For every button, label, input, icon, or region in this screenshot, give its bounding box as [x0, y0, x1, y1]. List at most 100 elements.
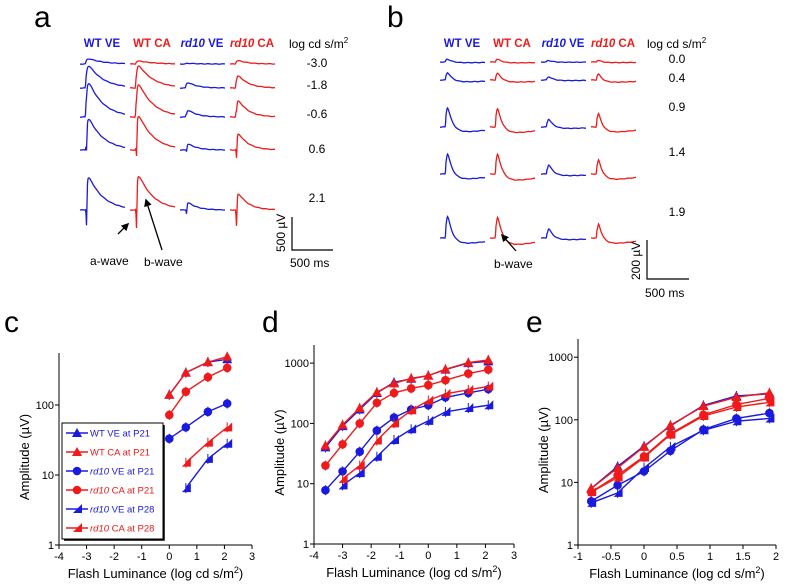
data-point-flag [765, 413, 775, 423]
intensity-level: 2.1 [309, 191, 326, 205]
erg-trace [489, 215, 535, 245]
erg-trace [179, 62, 226, 65]
legend-item: WT VE at P21 [90, 429, 150, 440]
x-tick-label: 1.5 [735, 551, 750, 563]
data-point-triangle [423, 370, 434, 380]
intensity-level: 1.9 [669, 205, 686, 219]
erg-trace [230, 75, 276, 89]
series-line [168, 402, 228, 440]
erg-trace [540, 228, 587, 241]
column-header-italic: rd10 [230, 38, 255, 50]
column-header-text: VE [566, 38, 585, 50]
panel-letter-a: a [34, 1, 51, 34]
erg-trace [591, 222, 637, 244]
data-point-triangle [72, 428, 82, 437]
data-point-flag [464, 403, 474, 413]
erg-trace [79, 65, 126, 89]
erg-trace [129, 65, 175, 89]
series [586, 387, 775, 494]
erg-trace [79, 118, 125, 151]
data-point-flag [372, 435, 382, 445]
erg-trace [440, 106, 485, 133]
column-header-italic: rd10 [542, 38, 567, 50]
legend-item-italic: rd10 [90, 505, 110, 516]
a-wave-arrow [117, 222, 130, 235]
data-point-circle [441, 375, 450, 385]
x-tick-label: -1 [573, 551, 583, 563]
series [338, 400, 494, 491]
data-point-circle [338, 440, 347, 449]
erg-trace [591, 73, 637, 83]
series-line [324, 368, 489, 466]
y-tick-label: 1000 [549, 352, 573, 364]
data-point-triangle [406, 373, 417, 383]
data-point-circle [164, 410, 174, 420]
data-point-flag [441, 388, 451, 398]
erg-trace [130, 84, 176, 118]
data-point-circle [389, 388, 399, 398]
data-point-triangle [665, 420, 676, 430]
panel-letter-c: c [4, 306, 19, 339]
y-tick-label: 100 [291, 418, 309, 430]
x-tick-label: -4 [54, 551, 64, 563]
x-axis-label-end: ) [497, 565, 501, 580]
legend-box [61, 422, 164, 540]
x-axis-label-text: Flash Luminance (log cd s/m [326, 565, 492, 580]
erg-trace [439, 215, 486, 244]
data-point-flag [424, 395, 434, 405]
data-point-flag [390, 418, 399, 428]
data-point-triangle [180, 367, 191, 377]
series-line [168, 358, 228, 396]
x-axis-label: Flash Luminance (log cd s/m2) [68, 565, 244, 581]
data-point-circle [222, 399, 232, 408]
series [587, 413, 775, 508]
data-point-flag [587, 487, 597, 497]
data-point-flag [699, 411, 709, 421]
chart-d: -4 -3 -2 -1 0 1 2 3 1 10 100 1000 Flash Luminance (l… [272, 345, 517, 580]
x-tick-label: 1 [707, 551, 713, 563]
series [586, 393, 774, 498]
panel-a-levels: -3.0 -1.8 -0.6 0.6 2.1 [307, 56, 328, 205]
intensity-level: -0.6 [307, 107, 328, 121]
intensity-level: 0.0 [669, 52, 686, 66]
data-point-triangle [639, 441, 649, 451]
y-tick-label: 1 [48, 540, 54, 552]
scale-bar-b-voltage: 200 µV [629, 242, 643, 280]
data-point-flag [424, 415, 434, 425]
scale-bar-a-voltage: 500 µV [274, 214, 288, 252]
series [181, 422, 233, 468]
erg-trace [129, 115, 176, 157]
data-point-circle [463, 369, 473, 378]
series-line [168, 367, 228, 416]
data-point-triangle [371, 387, 382, 397]
data-point-flag [666, 441, 676, 451]
intensity-level: 0.6 [309, 142, 326, 156]
legend-item-text: CA at P28 [109, 524, 154, 535]
data-point-flag [464, 384, 474, 394]
series [321, 364, 493, 471]
series-line [185, 443, 228, 489]
data-point-circle [321, 461, 330, 470]
data-point-triangle [612, 462, 623, 472]
x-tick-label: -1 [395, 550, 405, 562]
panel-a-unit: log cd s/m2 [289, 36, 349, 51]
data-point-triangle [440, 364, 451, 374]
panel-b-unit: log cd s/m2 [647, 36, 707, 51]
y-tick-label: 10 [297, 479, 309, 491]
data-point-triangle [389, 378, 399, 388]
x-tick-label: 3 [511, 550, 517, 562]
erg-trace [439, 71, 485, 83]
x-tick-label: 1 [454, 550, 460, 562]
data-point-flag [203, 437, 213, 447]
erg-trace [230, 100, 275, 118]
data-point-triangle [483, 354, 494, 364]
column-header: rd10 CA [591, 38, 635, 50]
erg-trace [79, 58, 126, 65]
erg-trace [540, 59, 587, 64]
x-axis-label-end: ) [239, 566, 243, 581]
y-tick-label: 1 [303, 539, 309, 551]
column-header: WT VE [444, 38, 481, 50]
